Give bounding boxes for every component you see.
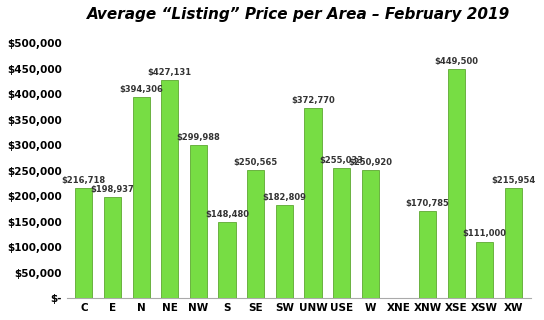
Text: $182,809: $182,809 [262, 193, 306, 202]
Text: $170,785: $170,785 [405, 199, 449, 208]
Text: $250,565: $250,565 [233, 158, 278, 167]
Title: Average “Listing” Price per Area – February 2019: Average “Listing” Price per Area – Febru… [87, 7, 510, 22]
Bar [190, 145, 207, 298]
Text: $111,000: $111,000 [463, 229, 506, 238]
Bar [304, 108, 322, 298]
Text: $215,954: $215,954 [491, 176, 535, 185]
Bar [362, 170, 379, 298]
Bar [476, 242, 493, 298]
Text: $148,480: $148,480 [205, 210, 249, 220]
Text: $427,131: $427,131 [148, 68, 192, 77]
Bar [276, 205, 293, 298]
Bar [333, 168, 350, 298]
Bar [161, 80, 178, 298]
Text: $198,937: $198,937 [91, 185, 134, 194]
Text: $394,306: $394,306 [119, 85, 163, 94]
Bar [133, 97, 150, 298]
Bar [448, 69, 465, 298]
Bar [104, 197, 121, 298]
Text: $255,033: $255,033 [319, 156, 363, 165]
Bar [505, 188, 522, 298]
Text: $216,718: $216,718 [62, 176, 106, 185]
Bar [419, 211, 436, 298]
Text: $449,500: $449,500 [434, 57, 478, 66]
Bar [75, 188, 92, 298]
Text: $299,988: $299,988 [176, 133, 220, 142]
Text: $250,920: $250,920 [348, 158, 392, 167]
Bar [247, 170, 264, 298]
Text: $372,770: $372,770 [291, 96, 335, 105]
Bar [219, 222, 236, 298]
